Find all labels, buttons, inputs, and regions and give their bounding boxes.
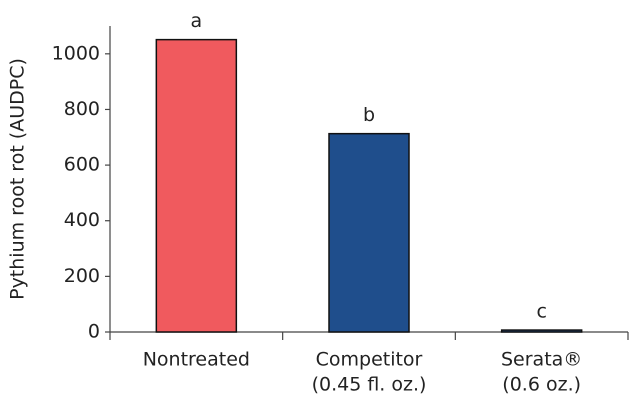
- y-tick-label: 1000: [52, 42, 100, 64]
- y-tick-label: 800: [64, 98, 100, 120]
- x-tick-label: (0.45 fl. oz.): [312, 374, 427, 396]
- bar: [328, 132, 410, 333]
- x-tick-label: Nontreated: [143, 349, 250, 371]
- annotation: b: [363, 104, 375, 126]
- y-axis-title: Pythium root rot (AUDPC): [7, 58, 29, 300]
- annotation: a: [191, 10, 203, 32]
- y-tick-label: 200: [64, 265, 100, 287]
- x-tick-label: (0.6 oz.): [502, 374, 581, 396]
- bar: [155, 38, 238, 333]
- x-tick-label: Competitor: [316, 349, 423, 371]
- x-tick-label: Serata®: [501, 349, 582, 371]
- y-tick-label: 600: [64, 154, 100, 176]
- annotation: c: [536, 301, 546, 323]
- y-tick-label: 0: [88, 321, 100, 343]
- y-tick-label: 400: [64, 209, 100, 231]
- bar: [500, 329, 583, 333]
